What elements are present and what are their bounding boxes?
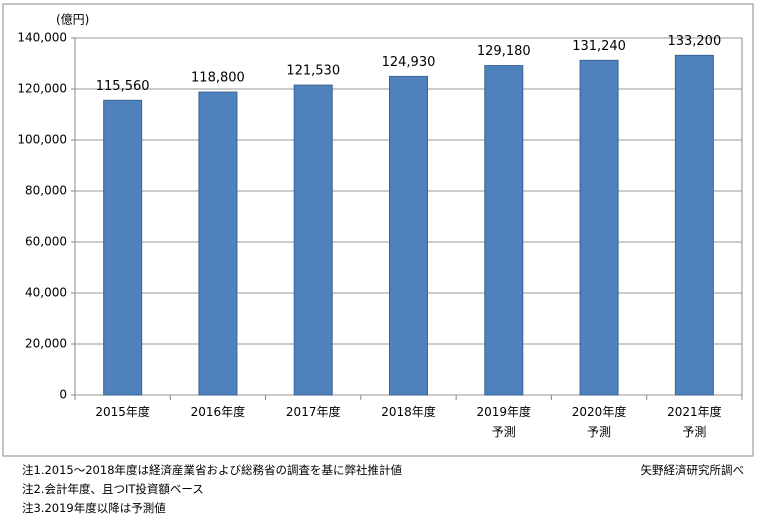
y-tick-label: 80,000 — [25, 184, 67, 198]
data-label: 129,180 — [477, 44, 531, 59]
bar — [484, 65, 524, 396]
unit-label: (億円) — [56, 13, 89, 27]
x-tick-label: 2016年度 — [190, 405, 246, 419]
data-label: 124,930 — [382, 55, 436, 70]
data-label: 118,800 — [191, 71, 245, 86]
data-label: 131,240 — [572, 39, 626, 54]
bar — [293, 84, 333, 396]
y-tick-label: 140,000 — [17, 31, 67, 45]
note: 注3.2019年度以降は予測値 — [22, 501, 166, 515]
bar — [579, 59, 619, 396]
bar — [674, 54, 714, 396]
chart-frame — [2, 3, 754, 457]
y-tick-label: 0 — [59, 388, 67, 402]
bar — [103, 99, 143, 396]
bar — [389, 75, 428, 396]
note: 注2.会計年度、且つIT投資額ベース — [22, 482, 204, 496]
y-tick-label: 40,000 — [25, 286, 67, 300]
data-label: 121,530 — [286, 64, 340, 79]
source: 矢野経済研究所調べ — [640, 463, 745, 477]
data-label: 133,200 — [667, 34, 721, 49]
x-tick-label: 2019年度 予測 — [476, 405, 532, 439]
x-tick-label: 2021年度 予測 — [667, 405, 722, 439]
data-label: 115,560 — [96, 79, 150, 94]
x-tick-label: 2015年度 — [95, 405, 150, 419]
x-tick-label: 2018年度 — [381, 405, 436, 419]
y-tick-label: 100,000 — [17, 133, 67, 147]
y-tick-label: 120,000 — [17, 82, 67, 96]
bar — [198, 91, 238, 396]
note: 注1.2015～2018年度は経済産業省および総務省の調査を基に弊社推計値 — [22, 463, 403, 477]
y-tick-label: 60,000 — [25, 235, 67, 249]
x-tick-label: 2020年度 予測 — [571, 405, 627, 439]
y-tick-label: 20,000 — [25, 337, 67, 351]
x-tick-label: 2017年度 — [285, 405, 341, 419]
